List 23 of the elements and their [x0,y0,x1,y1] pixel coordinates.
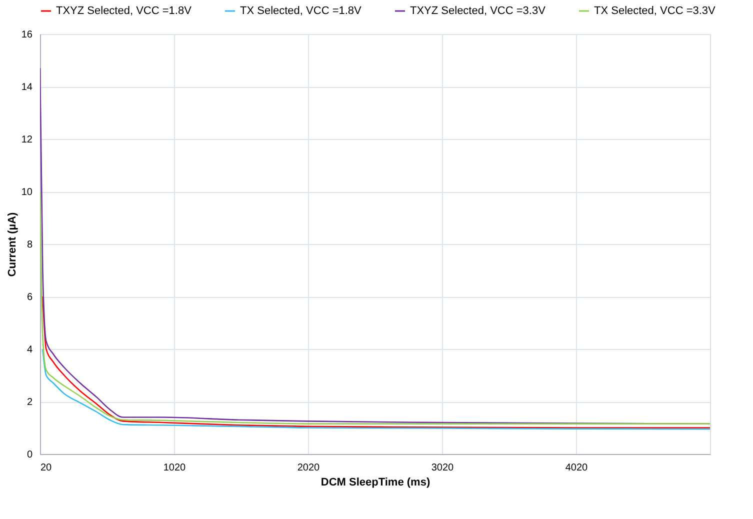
x-tick-label: 2020 [297,462,320,474]
line-series [40,190,710,424]
x-tick-label: 20 [40,462,52,474]
legend-label: TXYZ Selected, VCC =1.8V [56,5,192,17]
y-tick-label: 0 [26,450,33,460]
x-tick-label: 3020 [431,462,454,474]
y-axis-title: Current (µA) [6,212,18,277]
y-tick-label: 14 [21,82,33,93]
y-tick-label: 4 [26,344,33,356]
y-tick-label: 6 [26,292,33,303]
legend-label: TX Selected, VCC =3.3V [594,5,716,17]
legend-label: TX Selected, VCC =1.8V [240,5,362,17]
x-tick-label: 1020 [163,462,186,474]
x-axis-title: DCM SleepTime (ms) [320,476,430,488]
y-tick-label: 2 [26,397,33,408]
line-series [42,296,710,428]
y-tick-label: 8 [26,240,33,250]
y-tick-label: 16 [21,30,33,40]
x-tick-label: 4020 [565,462,588,474]
line-series [42,348,710,430]
y-tick-label: 12 [21,134,33,146]
y-tick-label: 10 [21,187,33,198]
legend-label: TXYZ Selected, VCC =3.3V [410,5,546,17]
